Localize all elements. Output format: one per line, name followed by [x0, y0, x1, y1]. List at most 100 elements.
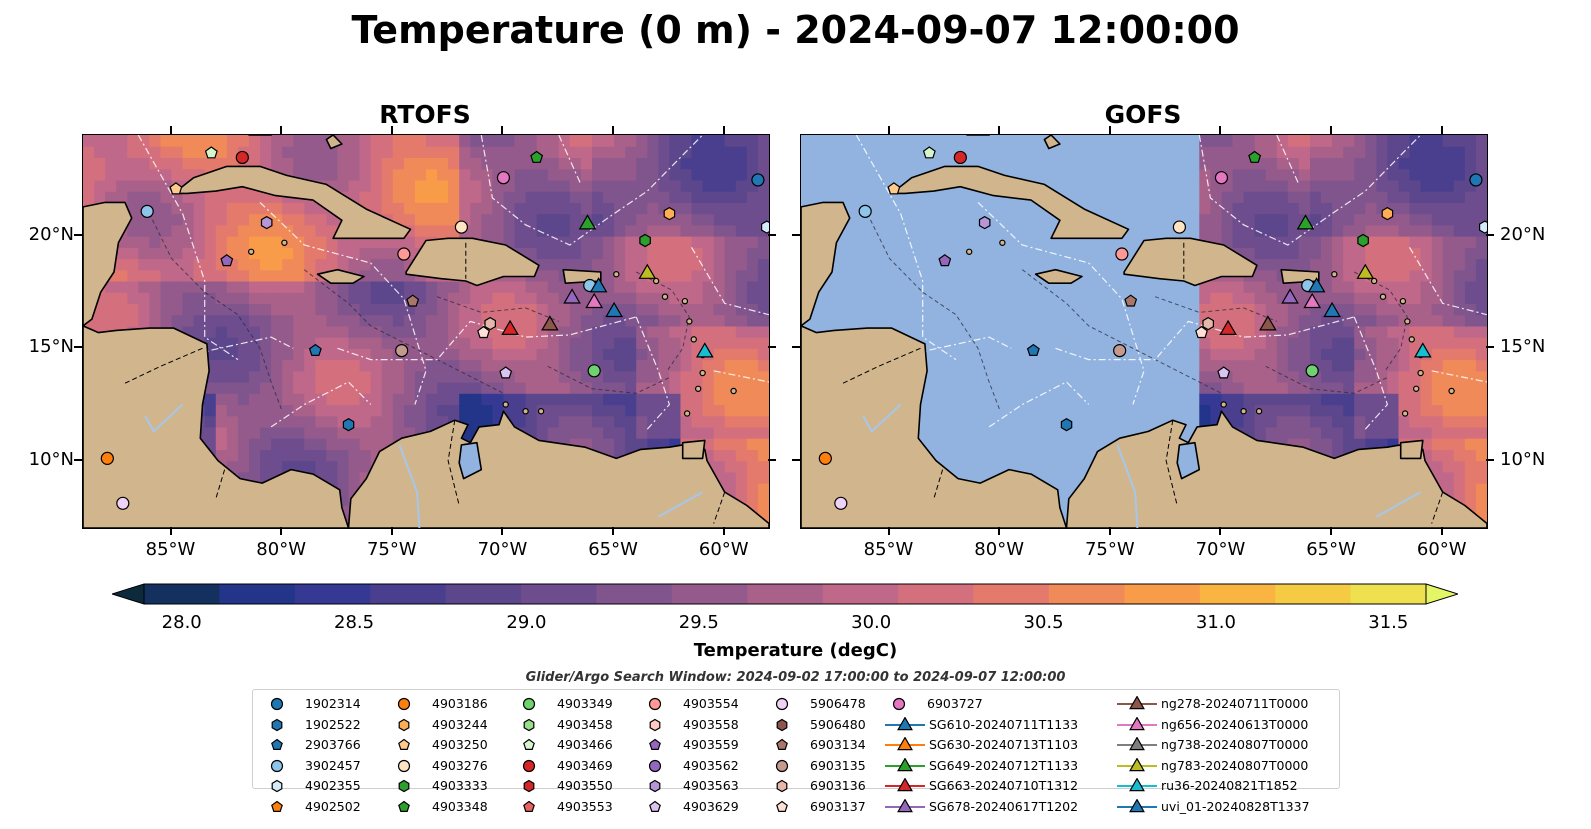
float-marker-4903250	[887, 182, 901, 195]
legend-marker-circle	[397, 759, 411, 772]
float-marker-4903629	[1217, 366, 1231, 379]
glider-marker-SG678-20240617T1202	[1281, 288, 1299, 304]
x-tick-mark	[887, 126, 890, 134]
legend-label: 5906480	[810, 716, 866, 732]
glider-marker-SG610-20240711T1133	[605, 301, 623, 318]
legend-label: 4903250	[432, 737, 488, 752]
legend-label: SG678-20240617T1202	[929, 798, 1079, 814]
x-tick-mark	[169, 126, 172, 134]
colorbar-segment	[445, 584, 522, 604]
legend-label: 4903559	[683, 737, 739, 752]
legend: 1902314 1902522 2903766 3902457 4902355 49025…	[252, 689, 1340, 814]
legend-circle-marker	[270, 759, 284, 772]
colorbar-extend-low	[112, 583, 145, 605]
legend-marker-pentagon	[649, 738, 661, 750]
legend-label: 4903558	[683, 716, 739, 732]
y-tick-mark	[74, 458, 82, 461]
x-tick-label: 80°W	[974, 539, 1024, 560]
float-marker-4903559	[220, 254, 234, 267]
legend-label: 4903563	[683, 778, 739, 793]
y-tick-mark	[768, 346, 776, 349]
legend-label: 4903466	[557, 737, 613, 752]
x-tick-mark	[998, 527, 1001, 535]
glider-marker-ru36-20240821T1852	[1413, 342, 1432, 358]
glider-marker-ng656-20240613T0000	[585, 292, 604, 309]
legend-pentagon-marker	[523, 738, 535, 750]
x-tick-label: 60°W	[1416, 539, 1467, 560]
y-tick-mark	[768, 234, 776, 237]
legend-label: SG630-20240713T1103	[929, 737, 1079, 752]
legend-marker-circle	[522, 697, 536, 711]
legend-marker-pentagon	[776, 738, 788, 750]
float-marker-6903137	[477, 325, 490, 339]
rtofs-map-svg	[83, 135, 769, 528]
map-panel-rtofs[interactable]	[82, 134, 770, 529]
y-tick-label-left: 20°N	[28, 224, 74, 246]
y-tick-mark	[792, 346, 800, 349]
legend-circle-marker	[775, 697, 789, 711]
legend-marker-triangle	[1117, 716, 1157, 730]
legend-pentagon-marker	[649, 738, 661, 750]
legend-triangle-marker	[1129, 737, 1145, 751]
x-tick-label: 65°W	[1306, 539, 1356, 560]
legend-marker-circle	[397, 697, 411, 711]
float-marker-6903727	[1214, 171, 1229, 185]
legend-circle-marker	[397, 759, 411, 772]
float-marker-4903244	[663, 206, 676, 221]
glider-marker-ng278-20240711T0000	[1259, 315, 1277, 331]
legend-triangle-marker	[897, 716, 913, 730]
legend-marker-triangle	[1117, 778, 1157, 792]
y-tick-label-right: 15°N	[1500, 336, 1546, 358]
legend-marker-hexagon	[271, 718, 283, 731]
legend-label: ng738-20240807T0000	[1161, 737, 1309, 752]
legend-triangle-marker	[897, 798, 913, 812]
float-marker-4903348	[530, 150, 544, 163]
x-tick-mark	[1219, 126, 1222, 134]
colorbar-tick-label: 29.0	[506, 612, 547, 633]
colorbar-segment	[144, 584, 220, 604]
colorbar-segment	[219, 584, 296, 604]
legend-marker-hexagon	[271, 779, 283, 793]
legend-marker-triangle	[1117, 798, 1157, 812]
float-marker-1902522	[342, 418, 355, 432]
legend-label: 5906478	[810, 696, 866, 711]
legend-triangle-marker	[1129, 778, 1145, 792]
legend-label: 2903766	[305, 737, 361, 752]
legend-label: SG649-20240712T1133	[929, 757, 1079, 773]
legend-pentagon-marker	[271, 800, 283, 812]
gofs-map-svg	[801, 135, 1487, 528]
x-tick-mark	[169, 527, 172, 535]
legend-label: 4903276	[432, 757, 488, 773]
legend-hexagon-marker	[523, 718, 535, 731]
map-panel-gofs[interactable]	[800, 134, 1488, 529]
legend-label: 6903136	[810, 778, 866, 793]
legend-label: 4903469	[557, 757, 613, 773]
legend-label: 4903554	[683, 696, 739, 711]
x-tick-label: 60°W	[698, 539, 749, 560]
land	[801, 135, 1487, 528]
colorbar-segment	[1124, 584, 1201, 604]
x-tick-mark	[998, 126, 1001, 134]
colorbar-tick-label: 28.0	[161, 612, 202, 633]
legend-hexagon-marker	[271, 779, 283, 793]
y-tick-label-right: 10°N	[1500, 448, 1546, 470]
y-tick-mark	[1486, 458, 1494, 461]
float-marker-2903766	[308, 343, 322, 356]
legend-hexagon-marker	[776, 718, 788, 731]
legend-label: 6903137	[810, 798, 866, 814]
float-marker-6903137	[1195, 325, 1208, 339]
legend-hexagon-marker	[398, 718, 410, 731]
legend-circle-marker	[522, 759, 536, 772]
colorbar-extend-high	[1425, 583, 1458, 605]
colorbar	[112, 583, 1458, 605]
x-tick-label: 65°W	[588, 539, 638, 560]
y-tick-mark	[792, 458, 800, 461]
legend-label: 4903458	[557, 716, 613, 732]
float-marker-4903349	[587, 364, 601, 378]
legend-triangle-marker	[897, 737, 913, 751]
float-marker-5906478	[834, 496, 848, 510]
legend-marker-circle	[522, 759, 536, 772]
colorbar-segment	[1275, 584, 1352, 604]
x-tick-mark	[612, 527, 615, 535]
legend-hexagon-marker	[523, 779, 535, 793]
